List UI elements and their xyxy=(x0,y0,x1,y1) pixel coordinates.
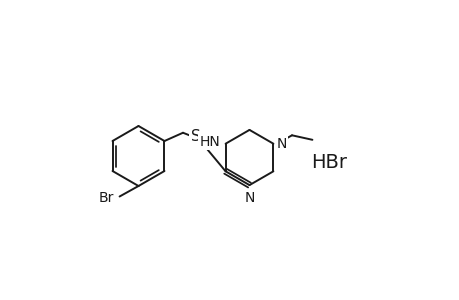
Text: HBr: HBr xyxy=(310,152,346,172)
Text: Br: Br xyxy=(99,191,114,205)
Text: S: S xyxy=(190,129,200,144)
Text: HN: HN xyxy=(199,135,220,149)
Text: N: N xyxy=(276,137,287,151)
Text: N: N xyxy=(244,190,254,205)
